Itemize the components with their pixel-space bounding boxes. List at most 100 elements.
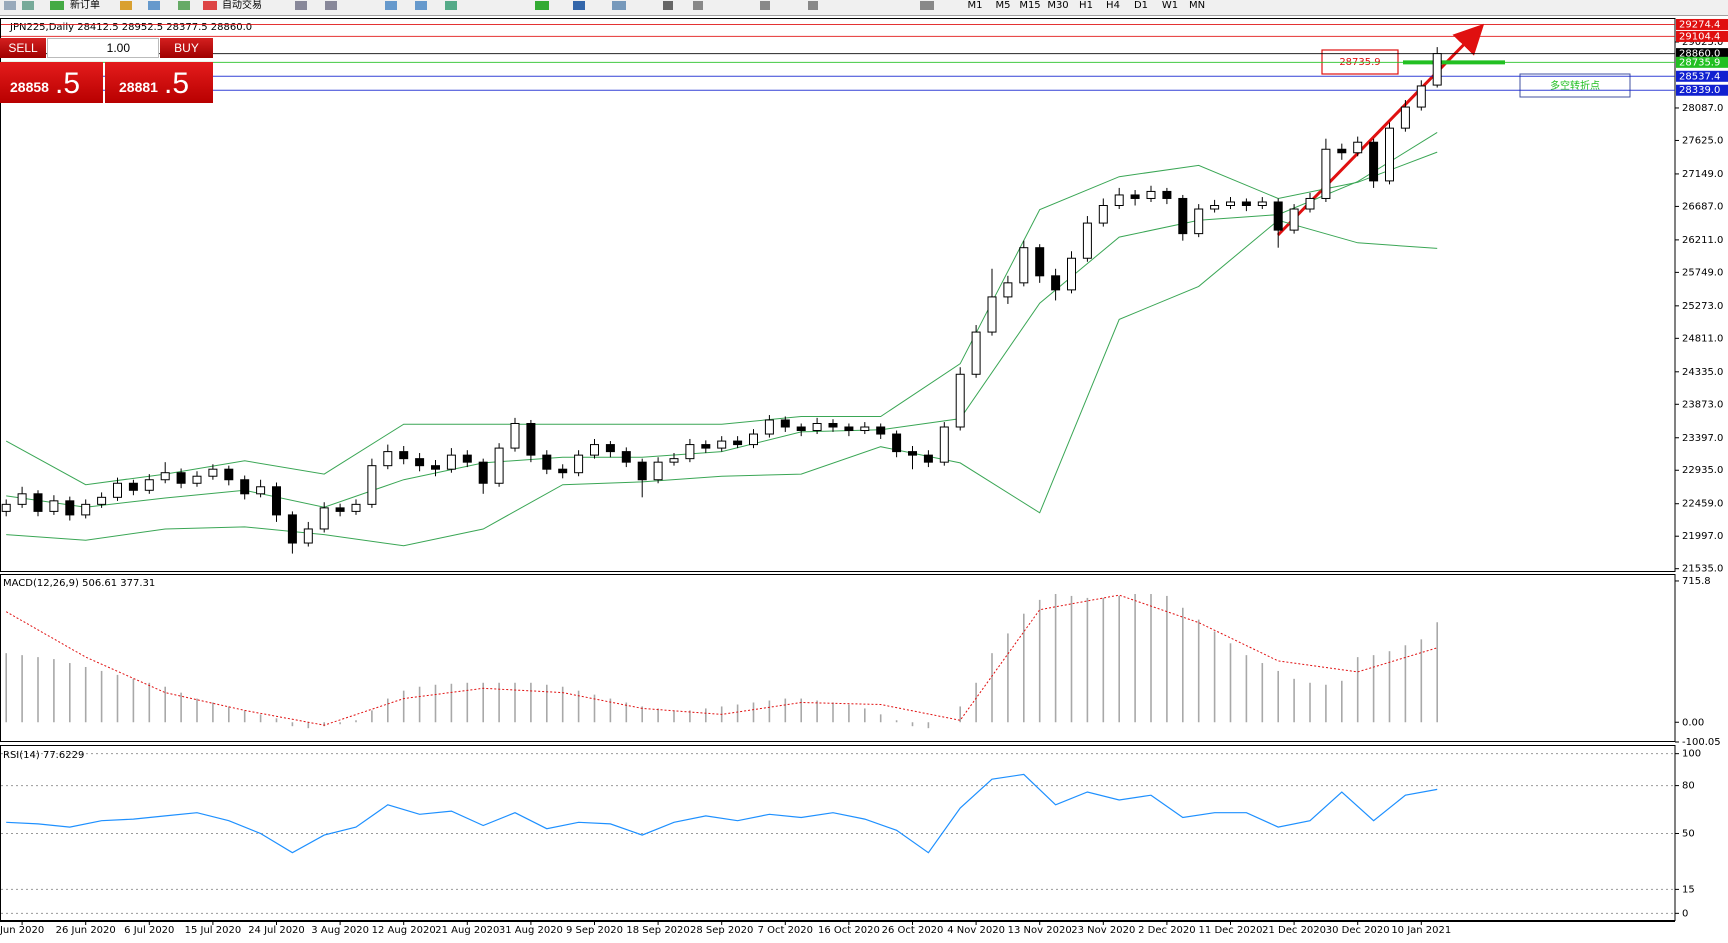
candle-body — [653, 461, 663, 481]
candle-body — [796, 426, 806, 432]
level-label-bg — [1676, 30, 1728, 42]
chart-title: JPN225,Daily 28412.5 28952.5 28377.5 288… — [9, 22, 252, 33]
candle-body — [192, 475, 202, 484]
candle-body — [1321, 148, 1331, 199]
candle-body — [1035, 247, 1045, 277]
candle-body — [749, 433, 758, 446]
candle-body — [1019, 247, 1029, 284]
candle-body — [287, 514, 297, 544]
y-tick-label: 0.00 — [1682, 717, 1704, 728]
candle-body — [908, 451, 917, 456]
toolbar-icon[interactable] — [178, 1, 190, 10]
auto-trade-button[interactable]: 自动交易 — [222, 0, 262, 11]
toolbar-icon[interactable] — [295, 1, 307, 10]
y-tick-label: 25273.0 — [1682, 301, 1723, 312]
candle-body — [160, 472, 170, 481]
timeframe-button[interactable]: H4 — [1106, 0, 1120, 11]
toolbar-icon[interactable] — [612, 1, 626, 10]
candle-body — [1400, 106, 1410, 129]
timeframe-button[interactable]: M1 — [968, 0, 983, 11]
new-order-icon[interactable] — [50, 1, 64, 10]
toolbar-icon[interactable] — [148, 1, 160, 10]
candle-body — [669, 458, 679, 463]
timeframe-button[interactable]: M30 — [1047, 0, 1068, 11]
x-tick-label: 2 Dec 2020 — [1138, 925, 1196, 936]
turning-point-box — [1519, 73, 1631, 98]
level-label: 28537.4 — [1679, 71, 1720, 82]
x-tick-label: 11 Dec 2020 — [1199, 925, 1263, 936]
timeframe-button[interactable]: M5 — [996, 0, 1011, 11]
y-tick-label: 715.8 — [1682, 576, 1711, 587]
candle-body — [590, 444, 599, 456]
y-tick-label: 15 — [1682, 884, 1695, 895]
buy-button[interactable]: BUY — [160, 38, 213, 58]
toolbar-icon[interactable] — [808, 1, 818, 10]
toolbar-icon[interactable] — [445, 1, 457, 10]
toolbar-icon[interactable] — [760, 1, 770, 10]
turning-point-label: 多空转折点 — [1550, 79, 1600, 92]
candle-body — [335, 507, 345, 512]
y-tick-label: 23873.0 — [1682, 399, 1723, 410]
signal-line — [5, 594, 1438, 726]
sell-button[interactable]: SELL — [0, 38, 46, 58]
candle-body — [494, 447, 504, 484]
candle-body — [1416, 85, 1426, 108]
candle-body — [303, 528, 313, 544]
toolbar-icon[interactable] — [415, 1, 427, 10]
candle-body — [574, 454, 584, 474]
x-tick-label: Jun 2020 — [0, 925, 44, 936]
toolbar-icon[interactable] — [4, 1, 16, 10]
toolbar-icon[interactable] — [920, 1, 934, 10]
buy-price-frac: .5 — [164, 67, 190, 100]
lot-input[interactable]: 1.00 — [47, 38, 159, 58]
timeframe-bar: M1 M5 M15 M30 H1 H4 D1 W1 MN — [968, 0, 1206, 11]
y-tick-label: 22459.0 — [1682, 499, 1723, 510]
y-tick-label: 26211.0 — [1682, 235, 1723, 246]
x-tick-label: 23 Nov 2020 — [1071, 925, 1135, 936]
auto-trade-icon[interactable] — [203, 1, 217, 10]
y-tick-label: 27625.0 — [1682, 135, 1723, 146]
toolbar-icon[interactable] — [535, 1, 549, 10]
buy-price[interactable]: 28881 .5 — [105, 62, 213, 103]
candle-body — [733, 440, 743, 446]
timeframe-button[interactable]: H1 — [1079, 0, 1093, 11]
new-order-button[interactable]: 新订单 — [70, 0, 100, 11]
candle-body — [542, 454, 552, 470]
level-label-bg — [1676, 84, 1728, 96]
timeframe-button[interactable]: M15 — [1019, 0, 1040, 11]
sell-price[interactable]: 28858 .5 — [0, 62, 103, 103]
x-tick-label: 26 Oct 2020 — [882, 925, 944, 936]
candle-body — [1130, 194, 1140, 199]
candle-body — [1273, 201, 1283, 231]
y-tick-label: 24335.0 — [1682, 367, 1723, 378]
candle-body — [510, 422, 520, 449]
toolbar-icon[interactable] — [325, 1, 337, 10]
timeframe-button[interactable]: MN — [1189, 0, 1205, 11]
timeframe-button[interactable]: D1 — [1134, 0, 1148, 11]
candle-body — [637, 461, 647, 481]
toolbar-icon[interactable] — [663, 1, 673, 10]
candle-body — [208, 468, 218, 477]
x-tick-label: 4 Nov 2020 — [947, 925, 1005, 936]
timeframe-button[interactable]: W1 — [1162, 0, 1178, 11]
x-tick-label: 12 Aug 2020 — [372, 925, 436, 936]
candle-body — [955, 373, 965, 428]
candle-body — [1051, 275, 1061, 291]
candle-body — [272, 486, 281, 516]
toolbar-icon[interactable] — [120, 1, 132, 10]
toolbar-icon[interactable] — [573, 1, 585, 10]
y-tick-label: 26687.0 — [1682, 201, 1723, 212]
candle-body — [319, 507, 329, 530]
candle-body — [701, 444, 711, 449]
candle-body — [939, 426, 949, 463]
candle-body — [1305, 197, 1315, 210]
toolbar-icon[interactable] — [385, 1, 397, 10]
x-tick-label: 15 Jul 2020 — [185, 925, 242, 936]
candle-body — [17, 493, 27, 505]
candle-body — [876, 426, 886, 435]
level-label-bg — [1676, 18, 1728, 30]
toolbar-icon[interactable] — [693, 1, 703, 10]
toolbar-icon[interactable] — [22, 1, 34, 10]
